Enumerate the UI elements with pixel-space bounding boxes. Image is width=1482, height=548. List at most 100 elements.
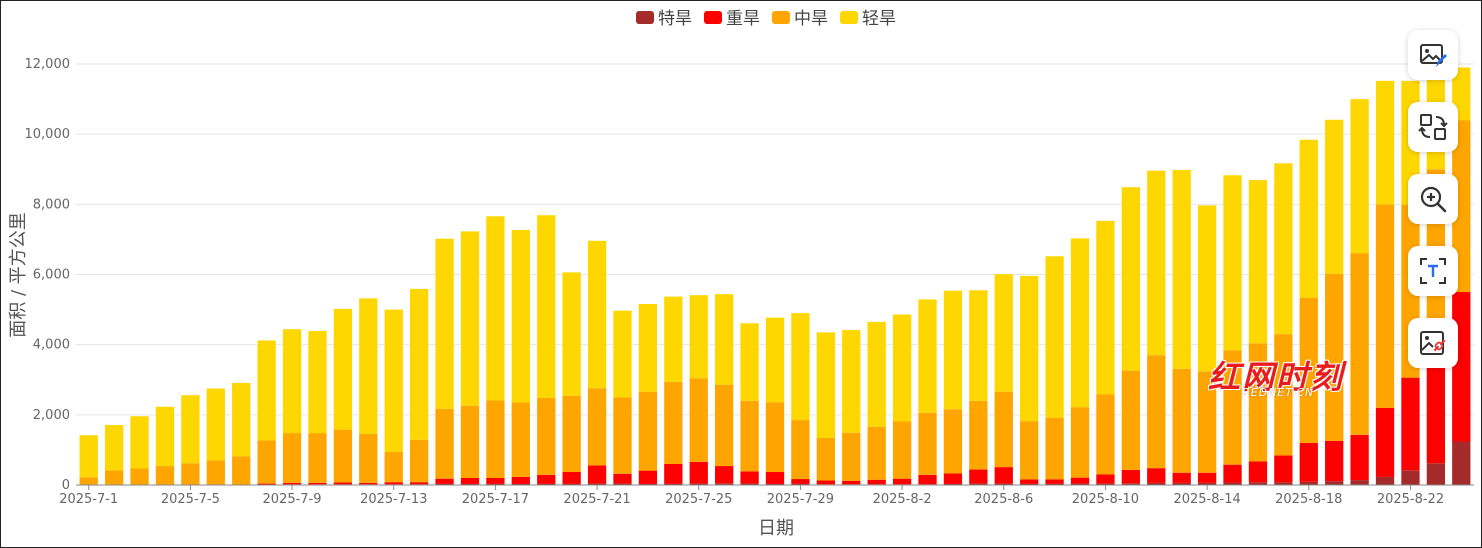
bar-segment[interactable] [638, 303, 658, 392]
bar-segment[interactable] [308, 330, 327, 434]
bar-segment[interactable] [994, 483, 1013, 485]
bar-segment[interactable] [715, 483, 734, 485]
bar-segment[interactable] [664, 296, 683, 382]
bar-segment[interactable] [1045, 256, 1064, 418]
bar-segment[interactable] [1248, 180, 1268, 344]
bar-segment[interactable] [1147, 170, 1166, 356]
bar-segment[interactable] [104, 425, 124, 471]
bar-segment[interactable] [1274, 482, 1293, 485]
bar-segment[interactable] [587, 388, 607, 466]
bar-segment[interactable] [435, 478, 454, 484]
bar-segment[interactable] [867, 479, 886, 485]
bar-segment[interactable] [257, 483, 276, 485]
bar-segment[interactable] [765, 402, 785, 473]
bar-segment[interactable] [740, 471, 759, 484]
bar-segment[interactable] [1223, 464, 1242, 483]
bar-segment[interactable] [689, 461, 708, 484]
bar-segment[interactable] [1452, 441, 1471, 485]
bar-segment[interactable] [1070, 477, 1090, 484]
bar-segment[interactable] [1274, 163, 1293, 335]
bar-segment[interactable] [1223, 350, 1242, 465]
bar-segment[interactable] [1375, 204, 1395, 408]
bar-segment[interactable] [664, 463, 683, 484]
bar-segment[interactable] [1401, 377, 1420, 471]
bar-segment[interactable] [664, 381, 683, 464]
bar-segment[interactable] [613, 473, 632, 484]
bar-segment[interactable] [943, 483, 963, 485]
bar-segment[interactable] [1147, 482, 1166, 485]
bar-segment[interactable] [1325, 119, 1344, 274]
bar-segment[interactable] [460, 483, 480, 485]
bar-segment[interactable] [130, 468, 149, 485]
bar-segment[interactable] [1020, 479, 1039, 484]
bar-segment[interactable] [1274, 334, 1293, 456]
bar-segment[interactable] [359, 433, 378, 483]
bar-segment[interactable] [1299, 481, 1318, 485]
image-link-button[interactable] [1408, 318, 1458, 368]
legend-item[interactable]: 轻旱 [840, 9, 896, 29]
bar-segment[interactable] [562, 272, 581, 396]
image-edit-button[interactable] [1408, 30, 1458, 80]
bar-segment[interactable] [206, 388, 225, 461]
bar-segment[interactable] [1452, 120, 1471, 293]
bar-segment[interactable] [638, 391, 658, 471]
bar-segment[interactable] [918, 412, 937, 475]
bar-segment[interactable] [537, 397, 556, 475]
bar-segment[interactable] [715, 384, 734, 467]
bar-segment[interactable] [943, 473, 963, 484]
bar-segment[interactable] [969, 290, 988, 401]
bar-segment[interactable] [486, 216, 505, 401]
bar-segment[interactable] [969, 400, 988, 470]
bar-segment[interactable] [486, 477, 505, 484]
bar-segment[interactable] [1325, 440, 1344, 482]
bar-segment[interactable] [816, 437, 835, 481]
bar-segment[interactable] [994, 467, 1013, 484]
bar-segment[interactable] [1350, 434, 1369, 481]
bar-segment[interactable] [155, 406, 175, 467]
bar-segment[interactable] [1350, 253, 1369, 435]
bar-segment[interactable] [155, 466, 175, 485]
bar-segment[interactable] [1172, 169, 1191, 369]
bar-segment[interactable] [1197, 205, 1217, 372]
bar-segment[interactable] [1248, 343, 1268, 462]
bar-segment[interactable] [1426, 463, 1446, 485]
bar-segment[interactable] [384, 482, 403, 485]
bar-segment[interactable] [613, 310, 632, 398]
bar-segment[interactable] [791, 313, 810, 421]
bar-segment[interactable] [816, 480, 835, 485]
bar-segment[interactable] [486, 483, 505, 485]
bar-segment[interactable] [537, 474, 556, 484]
bar-segment[interactable] [1121, 187, 1141, 371]
bar-segment[interactable] [130, 416, 149, 469]
bar-segment[interactable] [1045, 483, 1064, 485]
bar-segment[interactable] [460, 231, 480, 406]
bar-segment[interactable] [537, 483, 556, 485]
bar-segment[interactable] [918, 474, 937, 485]
bar-segment[interactable] [511, 229, 530, 403]
bar-segment[interactable] [1070, 407, 1090, 478]
bar-segment[interactable] [892, 421, 912, 479]
bar-segment[interactable] [333, 482, 353, 485]
bar-segment[interactable] [1147, 355, 1166, 469]
bar-segment[interactable] [1172, 472, 1191, 483]
bar-segment[interactable] [892, 314, 912, 422]
bar-segment[interactable] [1096, 483, 1115, 485]
bar-segment[interactable] [1070, 483, 1090, 485]
legend-item[interactable]: 中旱 [772, 9, 828, 29]
bar-segment[interactable] [1325, 481, 1344, 485]
bar-segment[interactable] [435, 408, 454, 479]
bar-segment[interactable] [257, 340, 276, 441]
bar-segment[interactable] [1274, 455, 1293, 483]
bar-segment[interactable] [181, 395, 200, 464]
bar-segment[interactable] [1096, 474, 1115, 484]
bar-segment[interactable] [435, 483, 454, 485]
bar-segment[interactable] [765, 317, 785, 403]
bar-segment[interactable] [409, 439, 429, 483]
bar-segment[interactable] [1350, 480, 1369, 485]
bar-segment[interactable] [282, 329, 302, 434]
bar-segment[interactable] [1096, 394, 1115, 475]
bar-segment[interactable] [1299, 442, 1318, 482]
bar-segment[interactable] [1020, 483, 1039, 485]
bar-segment[interactable] [232, 382, 251, 457]
bar-segment[interactable] [1299, 297, 1318, 443]
